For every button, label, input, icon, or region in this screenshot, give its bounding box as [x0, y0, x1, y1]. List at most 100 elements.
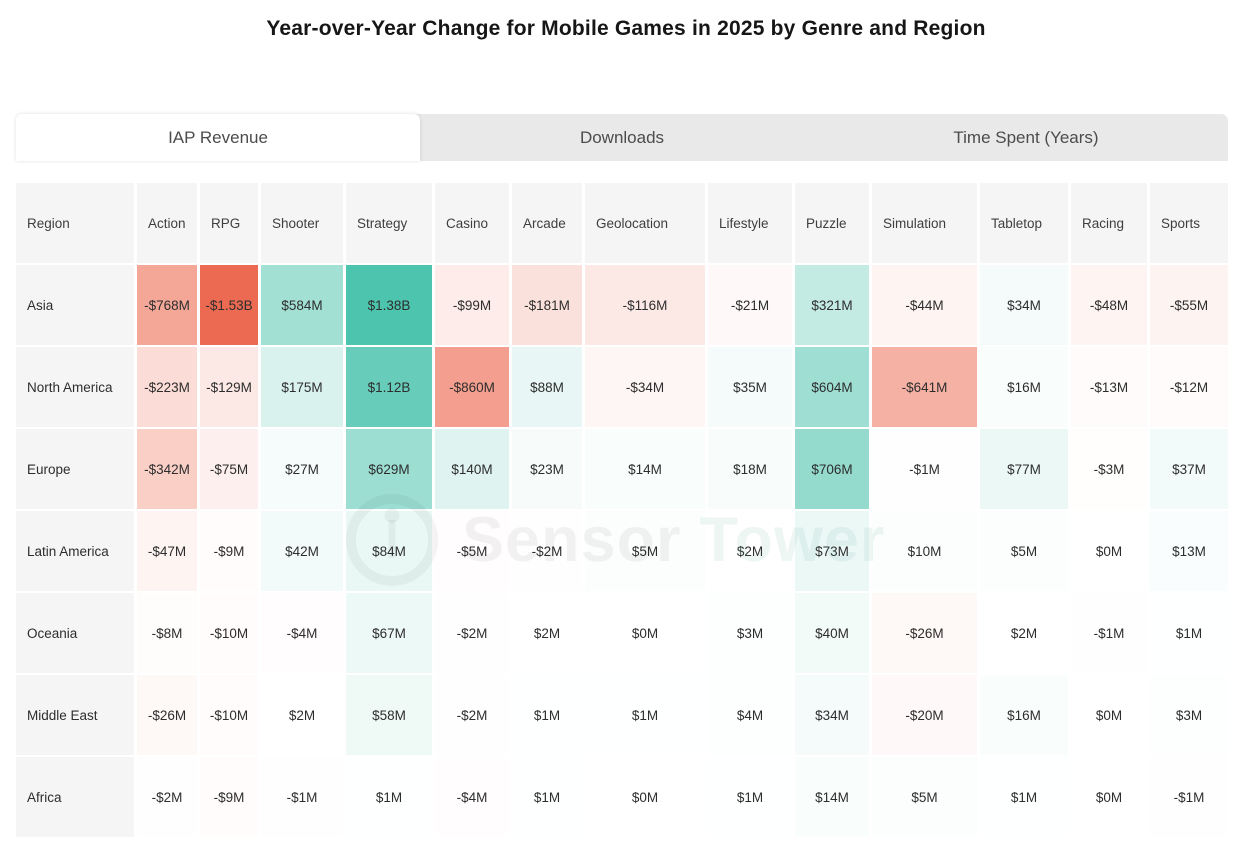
heatmap-cell-europe-arcade: $23M [512, 429, 582, 509]
heatmap-cell-africa-lifestyle: $1M [708, 757, 792, 837]
row-label-africa: Africa [16, 757, 134, 837]
heatmap-cell-north-america-shooter: $175M [261, 347, 343, 427]
heatmap-cell-asia-action: -$768M [137, 265, 197, 345]
heatmap-cell-africa-rpg: -$9M [200, 757, 258, 837]
column-header-strategy: Strategy [346, 183, 432, 263]
column-header-casino: Casino [435, 183, 509, 263]
heatmap-cell-latin-america-lifestyle: $2M [708, 511, 792, 591]
heatmap-cell-africa-strategy: $1M [346, 757, 432, 837]
heatmap-cell-north-america-puzzle: $604M [795, 347, 869, 427]
heatmap-cell-middle-east-strategy: $58M [346, 675, 432, 755]
heatmap-cell-asia-arcade: -$181M [512, 265, 582, 345]
tab-time-spent-years[interactable]: Time Spent (Years) [953, 127, 1099, 147]
heatmap-cell-oceania-simulation: -$26M [872, 593, 977, 673]
column-header-geolocation: Geolocation [585, 183, 705, 263]
heatmap-cell-latin-america-puzzle: $73M [795, 511, 869, 591]
heatmap-cell-middle-east-arcade: $1M [512, 675, 582, 755]
tab-downloads[interactable]: Downloads [579, 127, 665, 147]
heatmap-cell-north-america-simulation: -$641M [872, 347, 977, 427]
heatmap-cell-europe-casino: $140M [435, 429, 509, 509]
heatmap-cell-oceania-shooter: -$4M [261, 593, 343, 673]
corner-header-region: Region [16, 183, 134, 263]
heatmap-cell-africa-action: -$2M [137, 757, 197, 837]
heatmap-cell-europe-geolocation: $14M [585, 429, 705, 509]
tab-iap-revenue[interactable]: IAP Revenue [16, 114, 420, 161]
heatmap-cell-north-america-arcade: $88M [512, 347, 582, 427]
heatmap-cell-north-america-tabletop: $16M [980, 347, 1068, 427]
heatmap-cell-north-america-strategy: $1.12B [346, 347, 432, 427]
column-header-racing: Racing [1071, 183, 1147, 263]
row-label-asia: Asia [16, 265, 134, 345]
heatmap-cell-middle-east-racing: $0M [1071, 675, 1147, 755]
heatmap-cell-africa-sports: -$1M [1150, 757, 1228, 837]
heatmap-cell-asia-lifestyle: -$21M [708, 265, 792, 345]
heatmap-cell-europe-puzzle: $706M [795, 429, 869, 509]
heatmap-cell-oceania-action: -$8M [137, 593, 197, 673]
heatmap-cell-europe-racing: -$3M [1071, 429, 1147, 509]
row-label-middle-east: Middle East [16, 675, 134, 755]
heatmap-cell-north-america-casino: -$860M [435, 347, 509, 427]
heatmap-cell-latin-america-strategy: $84M [346, 511, 432, 591]
heatmap-cell-africa-geolocation: $0M [585, 757, 705, 837]
chart-title: Year-over-Year Change for Mobile Games i… [266, 17, 986, 40]
column-header-lifestyle: Lifestyle [708, 183, 792, 263]
heatmap-cell-africa-tabletop: $1M [980, 757, 1068, 837]
heatmap-cell-middle-east-tabletop: $16M [980, 675, 1068, 755]
heatmap-cell-middle-east-action: -$26M [137, 675, 197, 755]
heatmap-cell-latin-america-simulation: $10M [872, 511, 977, 591]
heatmap-cell-middle-east-rpg: -$10M [200, 675, 258, 755]
heatmap-cell-middle-east-shooter: $2M [261, 675, 343, 755]
heatmap-cell-asia-shooter: $584M [261, 265, 343, 345]
heatmap-cell-africa-casino: -$4M [435, 757, 509, 837]
heatmap-cell-oceania-rpg: -$10M [200, 593, 258, 673]
heatmap-cell-oceania-strategy: $67M [346, 593, 432, 673]
heatmap-cell-north-america-action: -$223M [137, 347, 197, 427]
heatmap-cell-africa-simulation: $5M [872, 757, 977, 837]
heatmap-cell-middle-east-lifestyle: $4M [708, 675, 792, 755]
heatmap-cell-africa-puzzle: $14M [795, 757, 869, 837]
heatmap-cell-latin-america-casino: -$5M [435, 511, 509, 591]
heatmap-cell-middle-east-casino: -$2M [435, 675, 509, 755]
heatmap-cell-europe-sports: $37M [1150, 429, 1228, 509]
heatmap-cell-oceania-lifestyle: $3M [708, 593, 792, 673]
heatmap-cell-europe-lifestyle: $18M [708, 429, 792, 509]
heatmap-cell-europe-strategy: $629M [346, 429, 432, 509]
row-label-latin-america: Latin America [16, 511, 134, 591]
heatmap-cell-oceania-sports: $1M [1150, 593, 1228, 673]
heatmap-cell-europe-rpg: -$75M [200, 429, 258, 509]
column-header-sports: Sports [1150, 183, 1228, 263]
heatmap-cell-africa-racing: $0M [1071, 757, 1147, 837]
heatmap-cell-asia-geolocation: -$116M [585, 265, 705, 345]
heatmap-cell-middle-east-geolocation: $1M [585, 675, 705, 755]
heatmap-cell-oceania-arcade: $2M [512, 593, 582, 673]
heatmap-cell-north-america-rpg: -$129M [200, 347, 258, 427]
heatmap-cell-oceania-puzzle: $40M [795, 593, 869, 673]
heatmap-cell-asia-puzzle: $321M [795, 265, 869, 345]
heatmap-cell-latin-america-racing: $0M [1071, 511, 1147, 591]
heatmap-cell-oceania-tabletop: $2M [980, 593, 1068, 673]
heatmap-cell-asia-casino: -$99M [435, 265, 509, 345]
row-label-oceania: Oceania [16, 593, 134, 673]
heatmap-cell-north-america-lifestyle: $35M [708, 347, 792, 427]
heatmap-table: Region Action RPG Shooter Strategy Casino Arca… [16, 183, 1228, 837]
heatmap-cell-africa-arcade: $1M [512, 757, 582, 837]
heatmap-cell-europe-tabletop: $77M [980, 429, 1068, 509]
heatmap-cell-asia-tabletop: $34M [980, 265, 1068, 345]
heatmap-cell-africa-shooter: -$1M [261, 757, 343, 837]
heatmap-cell-europe-simulation: -$1M [872, 429, 977, 509]
heatmap-cell-europe-shooter: $27M [261, 429, 343, 509]
heatmap-cell-oceania-casino: -$2M [435, 593, 509, 673]
heatmap-cell-north-america-racing: -$13M [1071, 347, 1147, 427]
heatmap-cell-middle-east-simulation: -$20M [872, 675, 977, 755]
heatmap-cell-middle-east-puzzle: $34M [795, 675, 869, 755]
heatmap-cell-europe-action: -$342M [137, 429, 197, 509]
heatmap-cell-asia-racing: -$48M [1071, 265, 1147, 345]
heatmap-cell-middle-east-sports: $3M [1150, 675, 1228, 755]
column-header-simulation: Simulation [872, 183, 977, 263]
heatmap-cell-latin-america-arcade: -$2M [512, 511, 582, 591]
row-label-north-america: North America [16, 347, 134, 427]
heatmap-cell-latin-america-sports: $13M [1150, 511, 1228, 591]
column-header-rpg: RPG [200, 183, 258, 263]
heatmap-cell-latin-america-geolocation: $5M [585, 511, 705, 591]
